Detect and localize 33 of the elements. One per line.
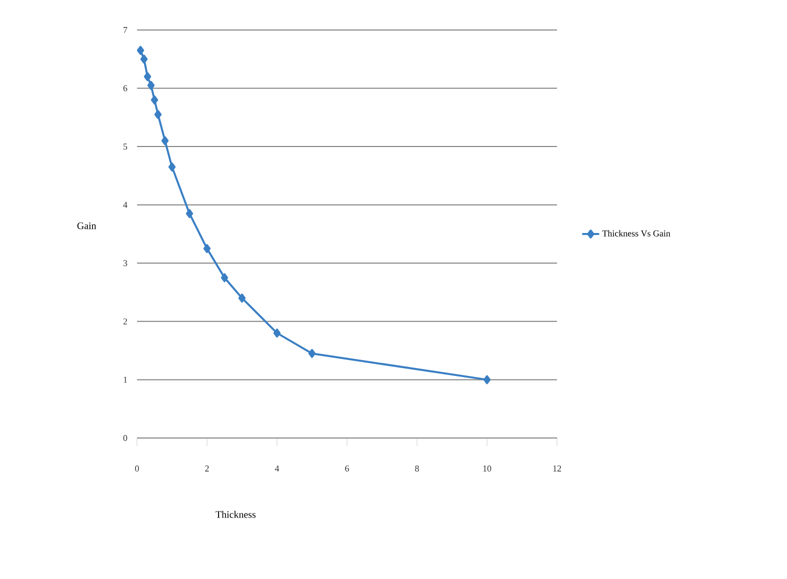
point (144, 72, 152, 82)
x-tick-label: 4 (274, 466, 280, 472)
y-tick-label: 0 (123, 434, 128, 442)
point (238, 294, 246, 303)
point (140, 54, 148, 64)
x-tick-label: 0 (135, 466, 139, 472)
y-tick-label: 7 (124, 27, 128, 33)
x-axis-title: Thickness (216, 510, 256, 518)
y-axis-title: Gain (77, 222, 96, 230)
point (150, 95, 158, 104)
point (308, 348, 316, 358)
point (168, 162, 176, 172)
y-tick-label: 4 (123, 202, 128, 208)
point (186, 209, 194, 218)
y-tick-label: 2 (123, 318, 127, 324)
point (147, 80, 155, 90)
legend-label: Thickness Vs Gain (602, 230, 670, 236)
point (220, 273, 228, 282)
point (273, 328, 281, 338)
x-tick-label: 8 (415, 466, 419, 472)
point (203, 244, 211, 254)
x-tick-label: 12 (553, 466, 561, 472)
y-tick-label: 3 (123, 260, 128, 266)
y-tick-label: 6 (123, 85, 128, 92)
x-tick-label: 2 (205, 466, 209, 472)
point (483, 375, 491, 384)
point (161, 136, 169, 146)
y-tick-label: 5 (124, 144, 128, 150)
point (136, 46, 144, 55)
x-tick-label: 6 (345, 466, 349, 472)
point (154, 110, 162, 119)
y-tick-label: 1 (124, 376, 127, 383)
x-tick-label: 10 (483, 466, 492, 472)
